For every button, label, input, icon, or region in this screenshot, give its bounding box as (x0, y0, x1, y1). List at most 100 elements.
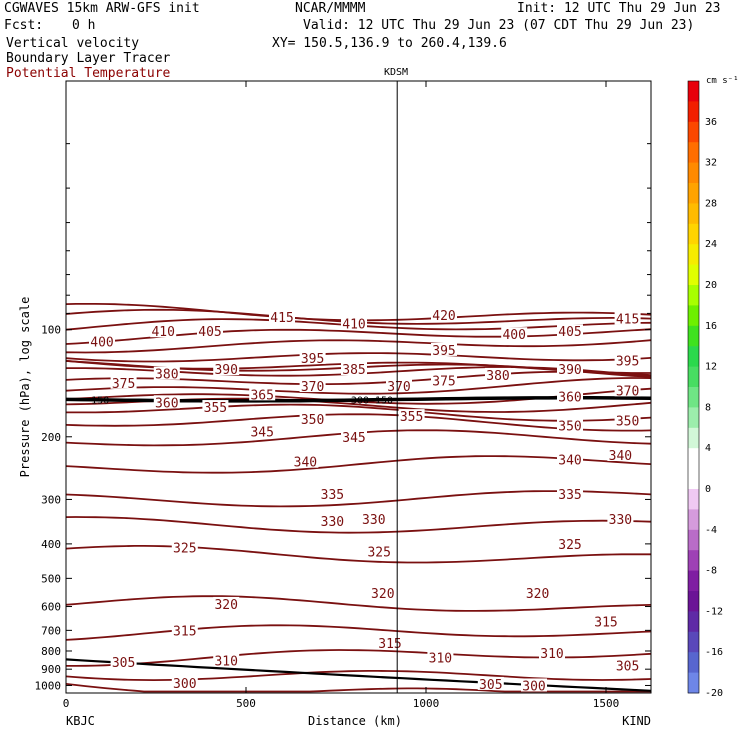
x-tick-label: 0 (63, 697, 70, 710)
contour-label: 330 (362, 513, 385, 528)
colorbar-swatch (688, 285, 699, 306)
colorbar-swatch (688, 346, 699, 367)
contour-label-bg (89, 334, 115, 348)
contour-label: 405 (558, 325, 581, 340)
contour-label: 395 (432, 344, 455, 359)
contour-label: 315 (378, 637, 401, 652)
contour-label-bg (360, 511, 387, 525)
terrain-line (65, 658, 652, 692)
y-axis-label: Pressure (hPa), log scale (18, 297, 32, 478)
contour-label-bg (202, 400, 229, 414)
forecast-value: 0 h (72, 18, 96, 33)
contour-label-bg (249, 387, 276, 401)
contour-label-bg (427, 650, 454, 664)
chart-title: KDSM (384, 67, 408, 78)
x-axis: 0 500 1000 1500 (63, 81, 619, 710)
contour-label: 300 (522, 679, 545, 694)
contour-label-bg (213, 653, 240, 667)
contour-label: 400 (90, 336, 113, 351)
left-station-label: KBJC (66, 714, 95, 728)
contour-label: 340 (609, 449, 632, 464)
contour-label-bg (299, 350, 326, 364)
contour-label-layer: 300 300 305 305 305 310 310 310 315 315 315 320 320 3… (89, 308, 641, 694)
isentrope-line (65, 455, 652, 474)
field-vertical-velocity: Vertical velocity (6, 36, 140, 51)
contour-label-bg (521, 678, 547, 692)
contour-label: 345 (250, 425, 273, 440)
colorbar-tick-label: 16 (705, 321, 717, 332)
contour-label: 325 (558, 538, 581, 553)
contour-label: 315 (173, 624, 196, 639)
contour-label-bg (153, 395, 180, 409)
colorbar-tick-label: 28 (705, 198, 717, 209)
valid-time: Valid: 12 UTC Thu 29 Jun 23 (07 CDT Thu … (303, 18, 695, 33)
contour-label: 325 (173, 542, 196, 557)
contour-label-bg (431, 308, 457, 322)
contour-label: 305 (616, 660, 639, 675)
isentrope-line (65, 683, 651, 693)
colorbar-swatch (688, 611, 699, 633)
contour-label-bg (299, 379, 326, 393)
contour-label-bg (557, 487, 583, 501)
y-tick-label: 200 (41, 431, 61, 444)
contour-label: 380 (155, 368, 178, 383)
contour-label-bg (557, 536, 583, 550)
contour-label-bg (614, 413, 641, 427)
colorbar: 36 32 28 24 20 16 12 8 4 0 -4 -8 -12 -16 -20 (687, 80, 723, 699)
contour-label-bg (607, 447, 634, 461)
contour-label: 360 (558, 390, 581, 405)
contour-label: 385 (342, 363, 365, 378)
contour-label: 330 (609, 513, 632, 528)
contour-label: 395 (301, 352, 324, 367)
contour-label-bg (319, 487, 346, 501)
colorbar-swatch (688, 468, 699, 490)
contour-label: 335 (558, 488, 581, 503)
contour-label: 310 (214, 654, 237, 669)
contour-label-bg (557, 389, 583, 403)
contour-label: 335 (321, 488, 344, 503)
colorbar-swatch (688, 427, 699, 449)
y-tick-label: 400 (41, 538, 61, 551)
contour-label: 370 (616, 384, 639, 399)
y-tick-label: 100 (41, 324, 61, 337)
y-tick-label: 500 (41, 572, 61, 585)
contour-label-bg (341, 362, 367, 376)
colorbar-swatch (688, 121, 699, 143)
isentrope-line (66, 403, 652, 422)
isentrope-line (65, 595, 652, 612)
colorbar-tick-label: -4 (705, 525, 717, 536)
y-tick-label: 300 (41, 493, 61, 506)
plot-frame (65, 80, 652, 694)
colorbar-tick-label: 12 (705, 362, 717, 373)
contour-label: 310 (429, 652, 452, 667)
contour-label: 375 (432, 375, 455, 390)
isentrope-line (65, 339, 652, 354)
contour-label: 310 (540, 647, 563, 662)
contour-label: 330 (321, 515, 344, 530)
contour-label: 315 (594, 615, 617, 630)
colorbar-swatch (688, 162, 699, 184)
colorbar-swatch (688, 448, 699, 469)
colorbar-tick-label: -16 (705, 647, 723, 658)
contour-label: 350 (301, 413, 324, 428)
colorbar-swatch (688, 489, 699, 510)
colorbar-tick-label: 20 (705, 280, 717, 291)
contour-label-bg (150, 324, 177, 338)
isentrope-line (65, 413, 652, 432)
contour-label-bg (110, 375, 137, 389)
field-potential-temperature: Potential Temperature (6, 66, 171, 81)
y-tick-label: 900 (41, 663, 61, 676)
contour-label: 340 (558, 454, 581, 469)
contour-label: 380 (486, 369, 509, 384)
contour-label-bg (477, 676, 504, 690)
contour-label-bg (341, 429, 367, 443)
colorbar-swatch (688, 223, 699, 245)
contour-label: 300 (173, 677, 196, 692)
colorbar-tick-label: 0 (705, 484, 711, 495)
contour-label: 305 (479, 678, 502, 693)
bl-tracer-label: 150 (91, 395, 109, 406)
contour-label-bg (213, 596, 240, 610)
isentrope-line (65, 624, 652, 641)
contour-label: 405 (198, 325, 221, 340)
contour-label-bg (377, 636, 403, 650)
